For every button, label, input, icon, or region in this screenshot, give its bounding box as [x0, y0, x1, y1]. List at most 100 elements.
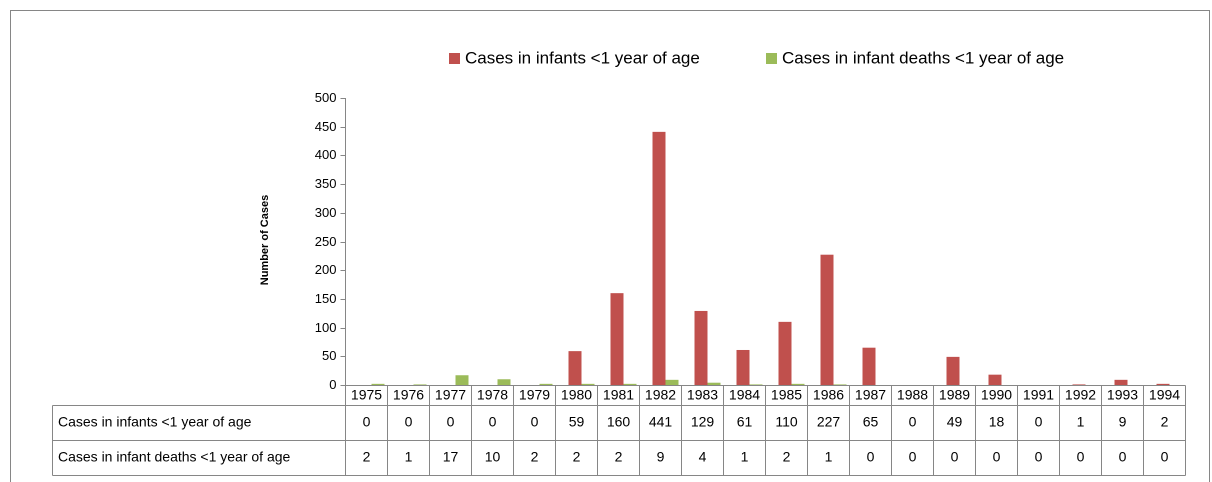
table-value: 0 [909, 414, 917, 430]
table-value: 2 [363, 449, 371, 465]
table-value: 0 [1035, 414, 1043, 430]
y-tick-label: 150 [315, 291, 337, 306]
x-tick-label: 1976 [393, 387, 424, 403]
x-tick-label: 1994 [1149, 387, 1180, 403]
table-value: 0 [1161, 449, 1169, 465]
x-tick-label: 1990 [981, 387, 1012, 403]
table-value: 49 [947, 414, 963, 430]
bar [749, 384, 763, 385]
table-value: 129 [691, 414, 715, 430]
table-value: 0 [1119, 449, 1127, 465]
bar [665, 379, 679, 385]
x-tick-label: 1993 [1107, 387, 1138, 403]
table-value: 0 [909, 449, 917, 465]
bar [736, 349, 750, 385]
table-value: 2 [573, 449, 581, 465]
bar [610, 293, 624, 385]
bar [707, 382, 721, 385]
y-tick-label: 350 [315, 176, 337, 191]
table-value: 9 [1119, 414, 1127, 430]
table-value: 0 [951, 449, 959, 465]
legend-label: Cases in infant deaths <1 year of age [782, 48, 1064, 67]
bar [1156, 383, 1170, 385]
table-value: 1 [1077, 414, 1085, 430]
bar [820, 254, 834, 385]
bar [455, 375, 469, 385]
table-value: 59 [569, 414, 585, 430]
bar [833, 384, 847, 385]
x-tick-label: 1986 [813, 387, 844, 403]
table-value: 227 [817, 414, 841, 430]
table-value: 0 [993, 449, 1001, 465]
x-tick-label: 1988 [897, 387, 928, 403]
y-tick-label: 450 [315, 119, 337, 134]
bar [623, 383, 637, 385]
chart-border [10, 10, 1210, 482]
table-row-label: Cases in infant deaths <1 year of age [58, 449, 291, 465]
x-tick-label: 1977 [435, 387, 466, 403]
x-tick-label: 1983 [687, 387, 718, 403]
bar [791, 383, 805, 385]
y-tick-label: 200 [315, 262, 337, 277]
bar [694, 310, 708, 385]
table-value: 110 [775, 414, 798, 430]
table-value: 65 [863, 414, 879, 430]
x-tick-label: 1981 [603, 387, 634, 403]
y-tick-label: 500 [315, 90, 337, 105]
bar [1072, 384, 1086, 385]
x-tick-label: 1985 [771, 387, 802, 403]
x-tick-label: 1979 [519, 387, 550, 403]
table-value: 17 [443, 449, 459, 465]
bar [652, 131, 666, 385]
table-value: 0 [1077, 449, 1085, 465]
table-value: 9 [657, 449, 665, 465]
table-value: 0 [531, 414, 539, 430]
table-row-label: Cases in infants <1 year of age [58, 414, 252, 430]
bar [371, 383, 385, 385]
x-tick-label: 1984 [729, 387, 760, 403]
x-tick-label: 1991 [1023, 387, 1054, 403]
y-tick-label: 50 [322, 348, 336, 363]
table-value: 441 [649, 414, 673, 430]
y-tick-label: 100 [315, 320, 337, 335]
bar [539, 383, 553, 385]
x-tick-label: 1978 [477, 387, 508, 403]
x-tick-label: 1989 [939, 387, 970, 403]
table-value: 18 [989, 414, 1005, 430]
table-value: 61 [737, 414, 753, 430]
x-tick-label: 1975 [351, 387, 382, 403]
table-value: 0 [489, 414, 497, 430]
bar [778, 321, 792, 385]
y-tick-label: 400 [315, 147, 337, 162]
x-tick-label: 1992 [1065, 387, 1096, 403]
table-value: 10 [485, 449, 501, 465]
x-tick-label: 1987 [855, 387, 886, 403]
y-axis-title: Number of Cases [259, 195, 271, 285]
y-tick-label: 0 [329, 377, 336, 392]
bar [497, 379, 511, 385]
table-value: 2 [531, 449, 539, 465]
legend-swatch [449, 53, 460, 64]
bar [413, 384, 427, 385]
table-value: 2 [1161, 414, 1169, 430]
bar [946, 356, 960, 385]
x-tick-label: 1982 [645, 387, 676, 403]
table-value: 0 [363, 414, 371, 430]
table-value: 2 [615, 449, 623, 465]
y-tick-label: 250 [315, 234, 337, 249]
table-value: 4 [699, 449, 707, 465]
bar [988, 374, 1002, 385]
table-value: 0 [405, 414, 413, 430]
legend-label: Cases in infants <1 year of age [465, 48, 700, 67]
table-value: 0 [447, 414, 455, 430]
table-value: 2 [783, 449, 791, 465]
x-tick-label: 1980 [561, 387, 592, 403]
legend-swatch [766, 53, 777, 64]
bar [581, 383, 595, 385]
table-value: 1 [405, 449, 413, 465]
table-value: 1 [825, 449, 833, 465]
bar [568, 351, 582, 385]
table-value: 1 [741, 449, 749, 465]
table-value: 0 [867, 449, 875, 465]
